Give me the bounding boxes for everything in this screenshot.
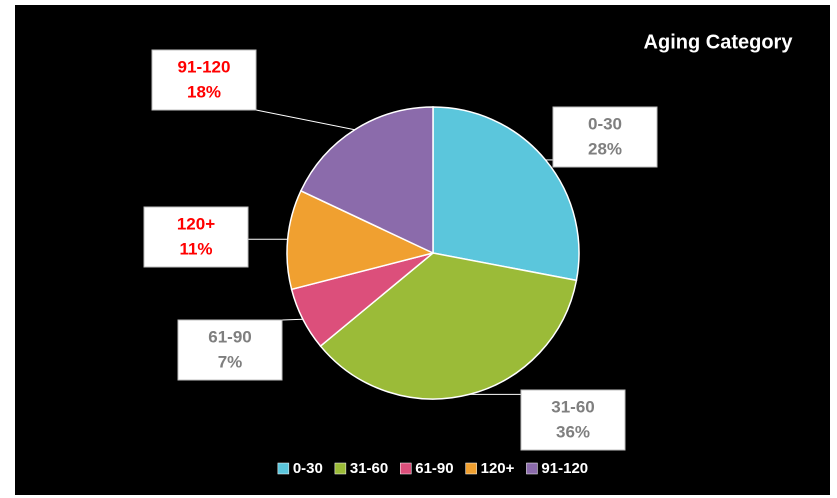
- leader-line: [255, 109, 355, 131]
- data-label-value: 18%: [187, 82, 221, 101]
- data-label-value: 11%: [179, 239, 212, 258]
- data-label-category: 120+: [177, 214, 215, 233]
- data-label-category: 31-60: [551, 397, 594, 416]
- legend-swatch: [465, 462, 477, 475]
- data-label-category: 0-30: [588, 114, 622, 133]
- legend-swatch: [526, 462, 538, 475]
- legend-label: 120+: [481, 460, 515, 477]
- pie-slice: [319, 252, 578, 400]
- data-label-box: [143, 206, 249, 268]
- data-label-category: 61-90: [208, 327, 251, 346]
- legend-swatch: [334, 462, 347, 475]
- chart-title: Aging Category: [644, 31, 794, 53]
- legend-swatch: [277, 462, 290, 475]
- pie-slice: [286, 189, 436, 291]
- legend-label: 31-60: [350, 460, 388, 477]
- data-label-box: [520, 389, 626, 451]
- data-label-category: 91-120: [178, 57, 231, 76]
- legend-swatch: [400, 462, 412, 475]
- legend-label: 91-120: [541, 460, 588, 477]
- data-label-value: 36%: [556, 422, 590, 441]
- legend-label: 61-90: [415, 460, 453, 477]
- data-label-box: [151, 49, 257, 111]
- pie-slice: [299, 106, 434, 255]
- data-label-box: [552, 106, 658, 168]
- data-label-value: 28%: [588, 139, 622, 158]
- leader-line: [281, 318, 303, 321]
- data-label-value: 7%: [218, 352, 243, 371]
- data-label-box: [177, 319, 283, 381]
- legend-label: 0-30: [293, 460, 323, 477]
